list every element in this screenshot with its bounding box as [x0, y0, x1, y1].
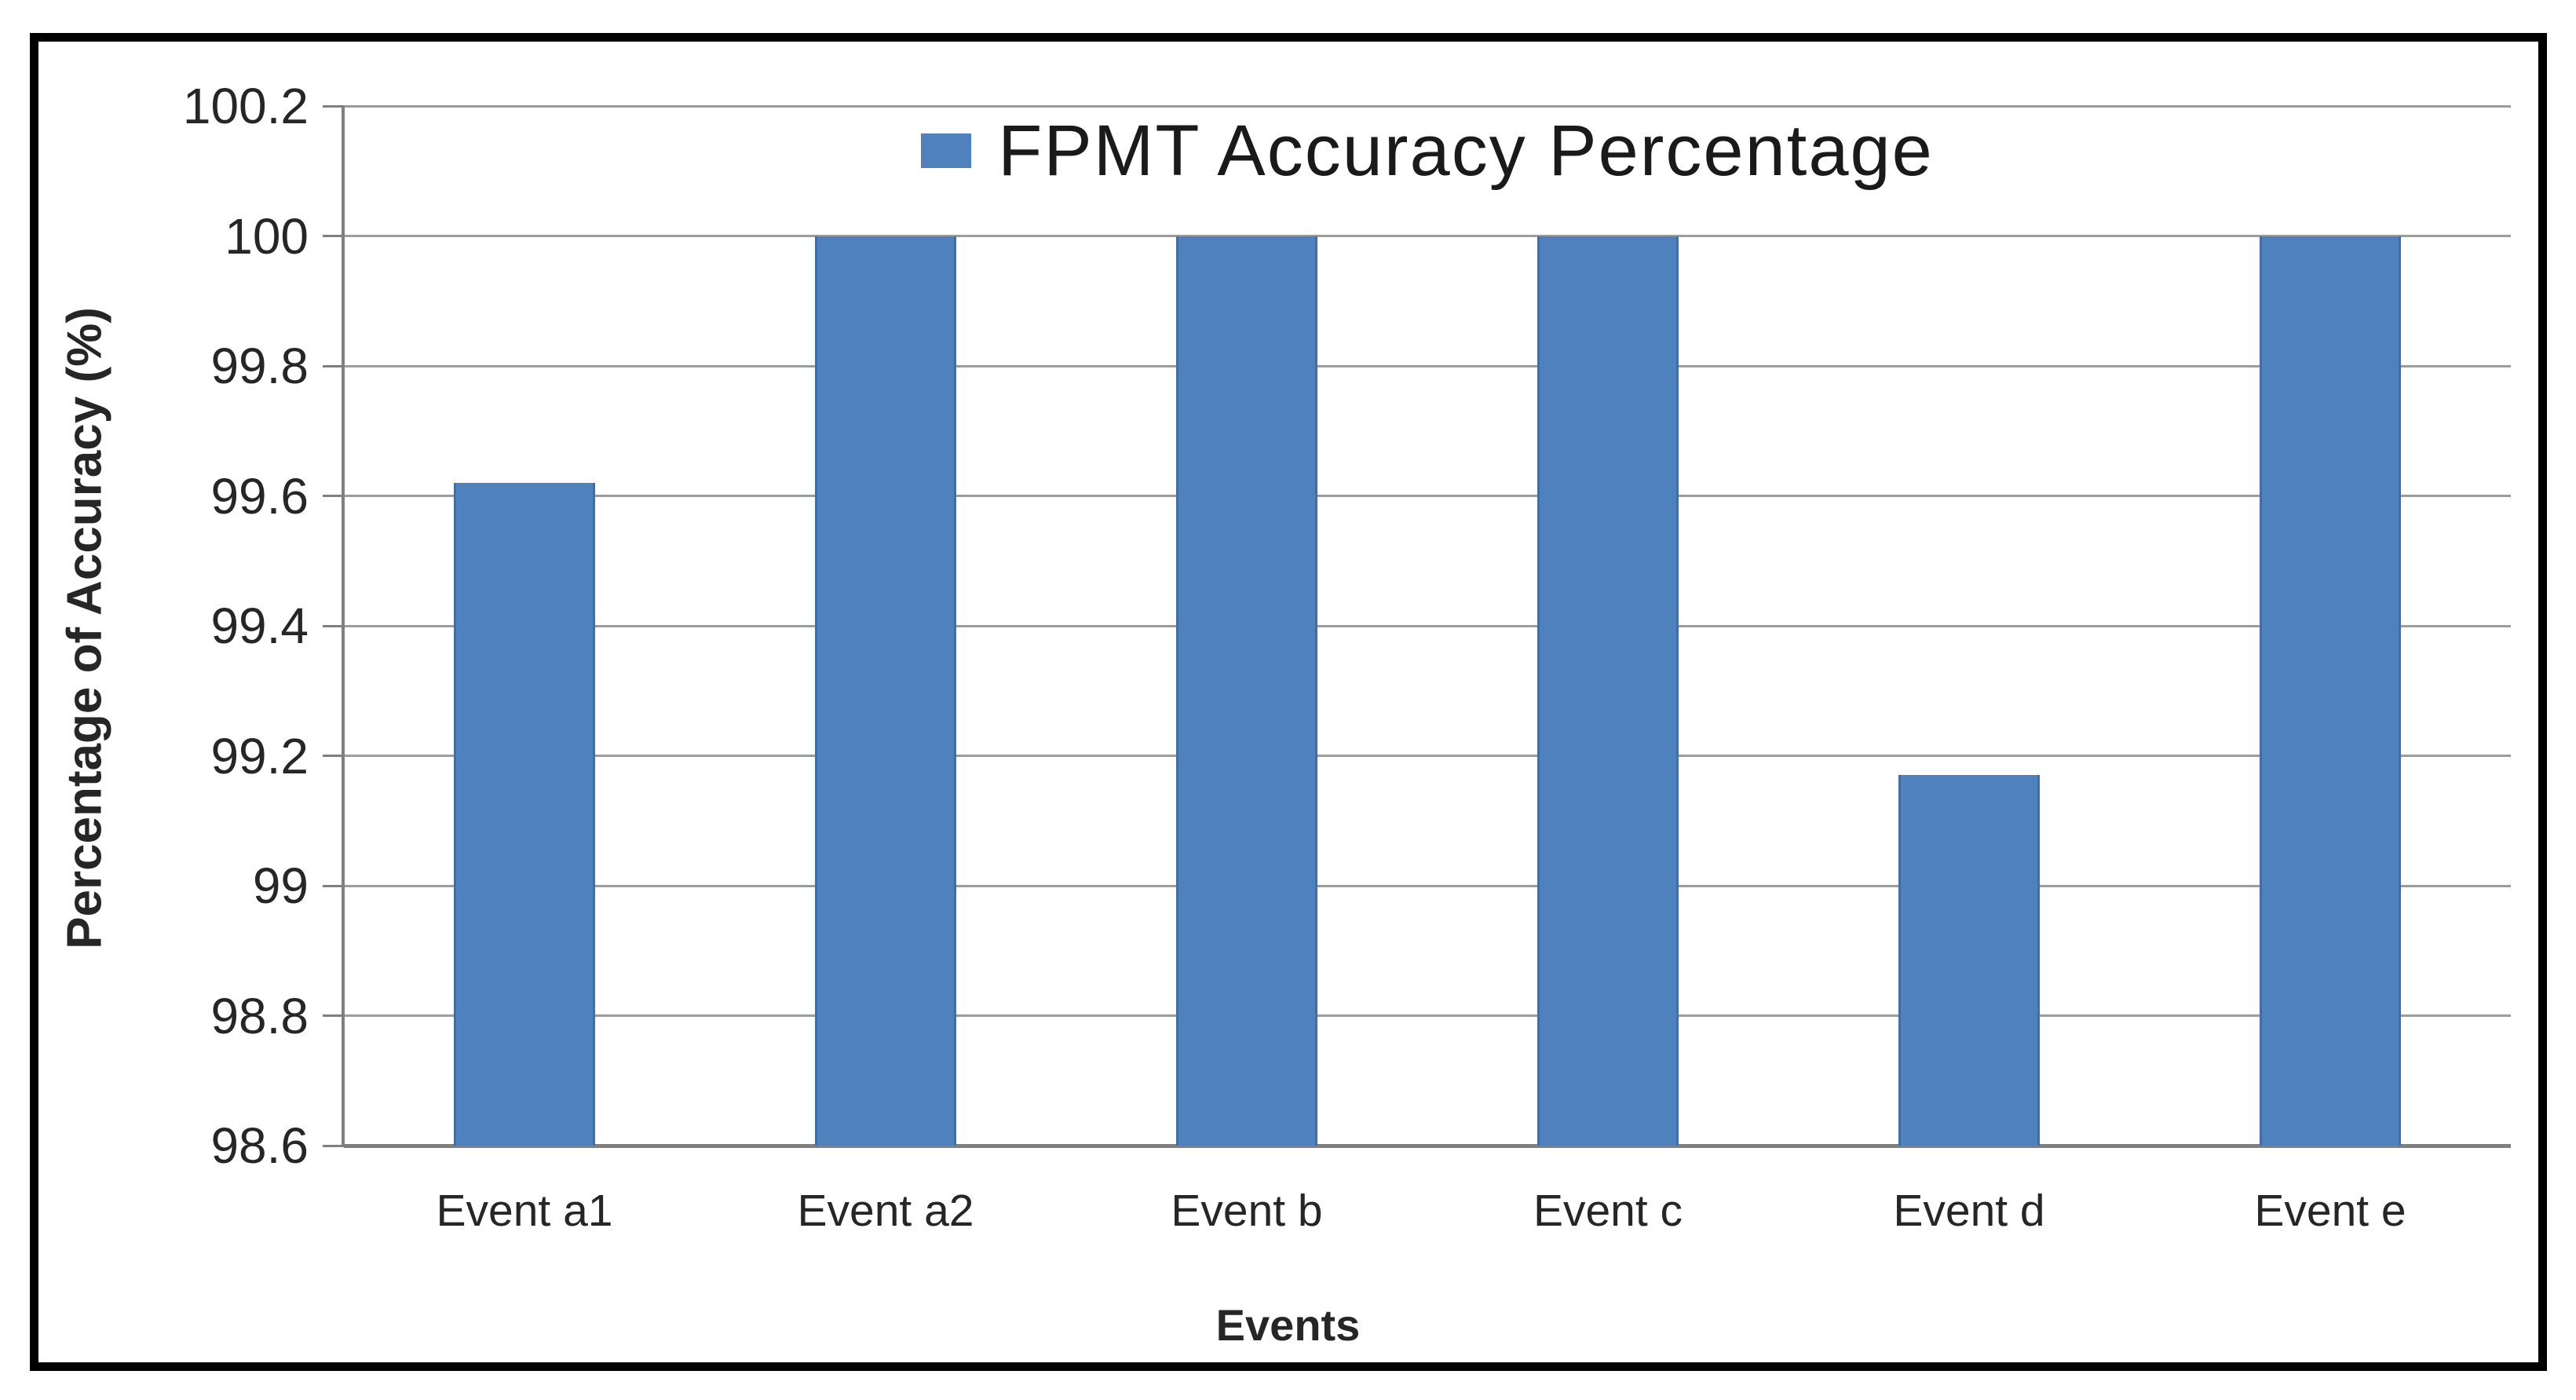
gridline — [344, 755, 2511, 757]
y-tick-label: 98.6 — [210, 1117, 309, 1174]
y-tick-label: 99 — [252, 857, 309, 914]
y-axis-title: Percentage of Accuracy (%) — [57, 307, 112, 949]
bar-event-a2 — [815, 236, 956, 1146]
gridline — [344, 1014, 2511, 1017]
y-tick-mark — [323, 235, 344, 237]
gridline — [344, 624, 2511, 627]
bar-event-d — [1898, 775, 2040, 1146]
y-tick-mark — [323, 495, 344, 497]
x-category-label: Event e — [2254, 1186, 2406, 1236]
y-tick-label: 99.2 — [210, 727, 309, 784]
legend: FPMT Accuracy Percentage — [344, 110, 2511, 192]
legend-marker-swatch — [921, 133, 972, 168]
gridline — [344, 884, 2511, 887]
x-category-label: Event d — [1893, 1186, 2045, 1236]
gridline — [344, 364, 2511, 367]
bar-event-a1 — [454, 482, 595, 1146]
x-category-label: Event a2 — [797, 1186, 974, 1236]
y-tick-label: 100 — [225, 207, 309, 265]
y-tick-label: 99.6 — [210, 467, 309, 525]
gridline — [344, 104, 2511, 108]
y-tick-mark — [323, 1014, 344, 1017]
y-tick-mark — [323, 364, 344, 367]
legend-label: FPMT Accuracy Percentage — [998, 110, 1934, 191]
gridline — [344, 495, 2511, 497]
bar-event-c — [1537, 236, 1679, 1146]
y-tick-label: 99.4 — [210, 598, 309, 654]
bar-event-b — [1176, 236, 1317, 1146]
x-axis-line — [344, 1144, 2511, 1148]
x-category-label: Event a1 — [436, 1186, 613, 1236]
y-tick-mark — [323, 755, 344, 757]
y-tick-mark — [323, 624, 344, 627]
x-axis-title: Events — [1215, 1300, 1361, 1350]
y-tick-mark — [323, 884, 344, 887]
x-category-label: Event b — [1171, 1186, 1323, 1236]
y-axis-line — [342, 106, 345, 1147]
y-tick-mark — [323, 1144, 344, 1147]
y-tick-label: 98.8 — [210, 987, 309, 1044]
y-tick-mark — [323, 104, 344, 108]
y-tick-label: 100.2 — [182, 78, 309, 134]
y-tick-label: 99.8 — [210, 338, 309, 394]
plot-area: 100.2 100 99.8 99.6 99.4 99.2 99 98.8 98.6 Event … — [183, 78, 2511, 1236]
gridline — [344, 235, 2511, 237]
x-category-label: Event c — [1533, 1186, 1683, 1236]
bar-event-e — [2260, 236, 2401, 1146]
